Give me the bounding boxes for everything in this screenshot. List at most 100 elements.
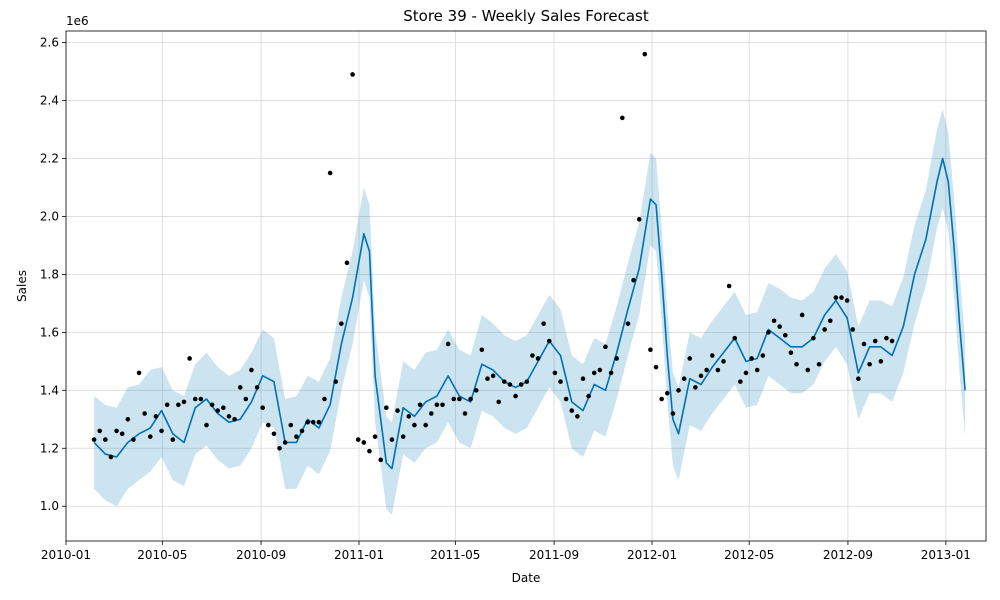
actual-sales-point (479, 347, 485, 353)
actual-sales-point (681, 376, 687, 382)
actual-sales-point (361, 440, 367, 445)
actual-sales-point (271, 431, 277, 437)
actual-sales-point (676, 388, 681, 393)
y-tick-label: 1.8 (40, 267, 59, 281)
actual-sales-point (648, 347, 653, 353)
actual-sales-point (766, 330, 771, 335)
actual-sales-point (159, 428, 164, 434)
actual-sales-point (114, 428, 119, 434)
actual-sales-point (389, 437, 395, 442)
actual-sales-point (771, 318, 777, 324)
x-tick-label: 2013-01 (921, 548, 971, 562)
actual-sales-point (575, 414, 580, 419)
actual-sales-point (541, 321, 546, 326)
actual-sales-point (445, 341, 451, 347)
actual-sales-point (423, 422, 428, 428)
x-tick-label: 2011-05 (430, 548, 480, 562)
actual-sales-point (367, 448, 372, 454)
y-axis-label: Sales (15, 270, 29, 302)
actual-sales-point (760, 353, 766, 358)
actual-sales-point (457, 396, 462, 402)
actual-sales-point (642, 51, 648, 57)
y-tick-label: 1.2 (40, 441, 59, 455)
actual-sales-point (738, 379, 743, 384)
actual-sales-point (204, 422, 209, 428)
actual-sales-point (839, 295, 844, 300)
actual-sales-point (243, 396, 249, 402)
actual-sales-point (147, 434, 153, 439)
actual-sales-point (653, 364, 659, 370)
x-tick-label: 2010-01 (41, 548, 91, 562)
actual-sales-point (462, 411, 468, 416)
actual-sales-point (805, 367, 811, 373)
y-tick-label: 2.0 (40, 209, 59, 223)
actual-sales-point (181, 399, 187, 405)
actual-sales-point (440, 402, 445, 408)
actual-sales-point (164, 402, 170, 408)
actual-sales-point (209, 402, 215, 408)
actual-sales-point (412, 422, 417, 428)
x-tick-label: 2012-05 (724, 548, 774, 562)
actual-sales-point (215, 408, 221, 413)
actual-sales-point (136, 370, 142, 376)
actual-sales-point (428, 411, 434, 416)
actual-sales-point (732, 335, 738, 341)
actual-sales-point (451, 396, 457, 402)
actual-sales-point (788, 350, 794, 355)
actual-sales-point (125, 417, 131, 422)
actual-sales-point (294, 434, 299, 439)
actual-sales-point (749, 356, 754, 361)
actual-sales-point (355, 437, 361, 442)
y-tick-label: 2.6 (40, 36, 59, 50)
y-tick-label: 1.6 (40, 325, 59, 339)
actual-sales-point (743, 370, 749, 376)
actual-sales-point (395, 408, 400, 413)
chart-title: Store 39 - Weekly Sales Forecast (403, 7, 649, 25)
actual-sales-point (827, 318, 833, 324)
actual-sales-point (709, 353, 715, 358)
actual-sales-point (754, 367, 760, 373)
y-tick-label: 1.0 (40, 499, 59, 513)
actual-sales-point (496, 399, 502, 405)
uncertainty-interval-area (94, 109, 966, 515)
actual-sales-point (108, 454, 114, 460)
actual-sales-point (226, 414, 232, 419)
actual-sales-point (473, 388, 479, 393)
actual-sales-point (198, 396, 204, 402)
x-axis-label: Date (512, 571, 541, 585)
actual-sales-point (350, 72, 355, 77)
actual-sales-point (597, 367, 603, 373)
actual-points (91, 51, 895, 463)
y-multiplier-label: 1e6 (66, 14, 89, 28)
actual-sales-point (586, 393, 591, 399)
actual-sales-point (310, 419, 316, 425)
tick-marks: 2010-01 2010-05 2010-09 2011-01 2011-05 2011-… (40, 36, 971, 562)
actual-sales-point (372, 434, 378, 439)
actual-sales-point (305, 419, 310, 425)
actual-sales-point (282, 440, 288, 445)
actual-sales-point (558, 379, 563, 384)
actual-sales-point (591, 370, 597, 376)
x-tick-label: 2012-09 (823, 548, 873, 562)
actual-sales-point (406, 414, 412, 419)
actual-sales-point (232, 417, 237, 422)
plot-frame (65, 30, 987, 542)
actual-sales-point (856, 376, 861, 382)
actual-sales-point (119, 431, 125, 437)
actual-sales-point (400, 434, 406, 439)
actual-sales-point (884, 335, 889, 341)
actual-sales-point (726, 283, 732, 289)
actual-sales-point (872, 338, 878, 344)
actual-sales-point (721, 359, 726, 364)
actual-sales-point (704, 367, 709, 373)
actual-sales-point (608, 370, 614, 376)
actual-sales-point (783, 332, 788, 338)
actual-sales-point (822, 327, 827, 332)
actual-sales-point (664, 390, 670, 396)
actual-sales-point (103, 437, 108, 442)
x-tick-label: 2011-01 (334, 548, 384, 562)
actual-sales-point (844, 298, 850, 303)
actual-sales-point (552, 370, 558, 376)
actual-sales-point (513, 393, 518, 399)
